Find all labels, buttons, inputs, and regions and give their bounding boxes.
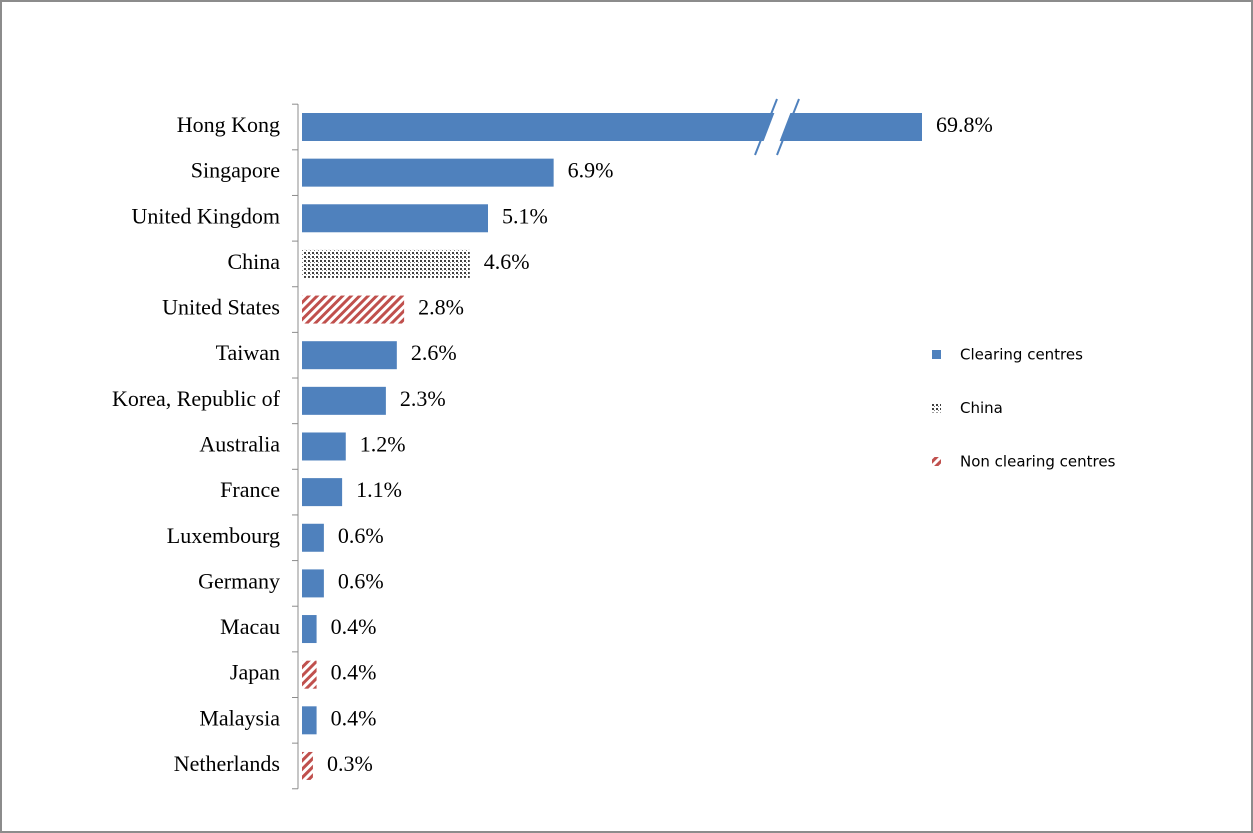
bar	[302, 569, 324, 598]
data-label: 4.6%	[484, 249, 530, 274]
bar	[302, 158, 554, 187]
category-label: United Kingdom	[132, 203, 281, 228]
bar	[302, 113, 922, 141]
axis-break-line	[776, 98, 800, 156]
legend-label: Clearing centres	[960, 346, 1083, 364]
data-label: 2.3%	[400, 386, 446, 411]
data-label: 2.6%	[411, 340, 457, 365]
data-label: 0.6%	[338, 568, 384, 593]
bar	[302, 615, 317, 644]
data-label: 0.4%	[331, 660, 377, 685]
data-label: 6.9%	[568, 158, 614, 183]
category-label: France	[220, 477, 280, 502]
bar	[302, 432, 346, 461]
bar	[302, 751, 313, 780]
axis-break	[759, 101, 795, 153]
category-label: Australia	[199, 432, 280, 457]
category-label: United States	[162, 295, 280, 320]
data-label: 0.6%	[338, 523, 384, 548]
data-label: 5.1%	[502, 203, 548, 228]
legend-marker	[932, 403, 941, 413]
bar	[302, 386, 386, 415]
data-label: 69.8%	[936, 112, 993, 137]
axis-break-line	[754, 98, 778, 156]
legend-label: Non clearing centres	[960, 453, 1116, 471]
data-label: 1.2%	[360, 432, 406, 457]
category-label: Hong Kong	[177, 112, 280, 137]
category-label: Taiwan	[216, 340, 280, 365]
bar	[302, 523, 324, 552]
bar	[302, 204, 488, 233]
bar	[302, 478, 343, 507]
bar	[302, 660, 317, 689]
data-label: 0.4%	[331, 705, 377, 730]
category-label: Netherlands	[174, 751, 280, 776]
category-label: China	[227, 249, 280, 274]
category-label: Korea, Republic of	[112, 386, 281, 411]
data-label: 0.4%	[331, 614, 377, 639]
bar	[302, 249, 470, 278]
bar	[302, 706, 317, 735]
data-label: 0.3%	[327, 751, 373, 776]
data-label: 2.8%	[418, 295, 464, 320]
legend-marker	[932, 350, 941, 359]
legend-label: China	[960, 399, 1003, 417]
bar	[302, 295, 405, 324]
category-label: Macau	[220, 614, 280, 639]
category-label: Singapore	[191, 158, 280, 183]
legend-marker	[932, 457, 941, 466]
category-label: Germany	[198, 568, 280, 593]
data-label: 1.1%	[356, 477, 402, 502]
bar	[302, 341, 397, 370]
category-label: Luxembourg	[167, 523, 280, 548]
category-label: Japan	[230, 660, 280, 685]
category-label: Malaysia	[199, 705, 280, 730]
